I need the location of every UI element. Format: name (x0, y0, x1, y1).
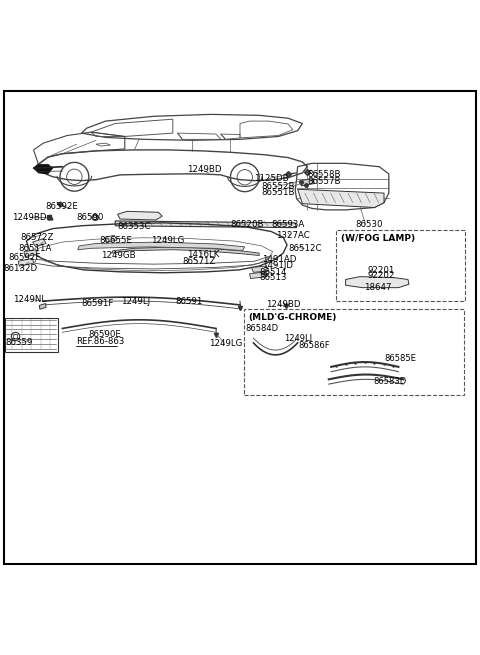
Text: 86591F: 86591F (82, 299, 114, 307)
Text: 86593A: 86593A (271, 220, 304, 229)
Text: 86530: 86530 (355, 220, 383, 229)
Polygon shape (39, 303, 46, 309)
Polygon shape (33, 238, 46, 247)
Text: 1249LJ: 1249LJ (121, 297, 151, 306)
Text: 86353C: 86353C (118, 222, 151, 231)
Text: 1249LG: 1249LG (151, 236, 185, 244)
Text: 1125DB: 1125DB (254, 174, 289, 183)
Text: 86512C: 86512C (288, 244, 322, 253)
Polygon shape (24, 250, 37, 257)
Text: 86584D: 86584D (246, 324, 279, 333)
Text: 1249BD: 1249BD (187, 164, 222, 174)
Polygon shape (78, 242, 245, 251)
Text: 1249GB: 1249GB (101, 250, 135, 259)
Text: 86572Z: 86572Z (20, 233, 54, 242)
Text: 1491AD: 1491AD (262, 255, 296, 265)
Text: 86557B: 86557B (307, 177, 341, 185)
Bar (5, 318, 58, 352)
Text: 86590: 86590 (77, 213, 104, 221)
Text: 1327AC: 1327AC (276, 231, 310, 240)
Text: 1249LG: 1249LG (209, 339, 242, 348)
Text: 86520B: 86520B (230, 220, 264, 229)
Text: 86551B: 86551B (262, 187, 295, 196)
Text: 1491JD: 1491JD (262, 261, 293, 270)
Text: (MLD'G-CHROME): (MLD'G-CHROME) (249, 313, 337, 322)
Text: 86132D: 86132D (4, 265, 38, 273)
Text: 1249LJ: 1249LJ (284, 334, 312, 343)
Text: (W/FOG LAMP): (W/FOG LAMP) (341, 234, 415, 243)
Text: REF.86-863: REF.86-863 (76, 337, 124, 346)
Text: 86558B: 86558B (307, 170, 341, 179)
Polygon shape (111, 247, 259, 255)
Text: 86585E: 86585E (384, 354, 416, 363)
Text: 86655E: 86655E (100, 236, 133, 245)
Polygon shape (115, 221, 297, 228)
Text: 1416LK: 1416LK (187, 250, 219, 259)
Polygon shape (346, 276, 409, 288)
Polygon shape (298, 189, 384, 208)
Text: 86590E: 86590E (89, 330, 121, 339)
Text: 1249NL: 1249NL (13, 295, 47, 304)
Text: 92201: 92201 (367, 266, 395, 275)
Text: 86592E: 86592E (46, 202, 78, 210)
Polygon shape (34, 164, 53, 174)
Text: 86591: 86591 (175, 297, 203, 306)
Polygon shape (105, 235, 117, 242)
Text: 18647: 18647 (364, 283, 391, 292)
Polygon shape (18, 258, 34, 266)
Text: 86592F: 86592F (9, 253, 41, 263)
Text: 86586F: 86586F (299, 341, 330, 350)
Text: 86514: 86514 (259, 269, 287, 277)
Text: 86571Z: 86571Z (182, 257, 216, 266)
Text: 86583D: 86583D (373, 377, 407, 386)
Polygon shape (252, 266, 269, 272)
Text: 1249BD: 1249BD (12, 213, 47, 221)
Text: 92202: 92202 (367, 271, 395, 280)
Polygon shape (250, 272, 267, 278)
Text: 86552B: 86552B (262, 182, 295, 191)
Text: 86359: 86359 (6, 339, 33, 347)
Polygon shape (300, 179, 314, 186)
Polygon shape (118, 212, 162, 220)
Text: 1249BD: 1249BD (266, 300, 301, 309)
Text: 86511A: 86511A (18, 244, 52, 253)
Text: 86513: 86513 (259, 273, 287, 282)
